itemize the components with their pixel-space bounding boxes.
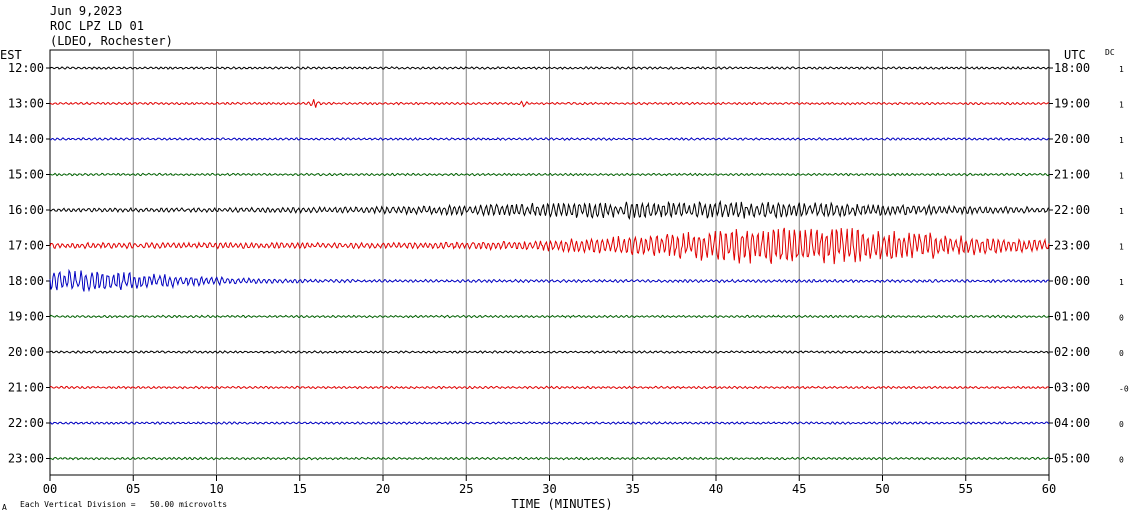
utc-hour-label: 18:00	[1054, 61, 1090, 75]
x-tick-label: 45	[792, 482, 806, 496]
utc-hour-label: 04:00	[1054, 416, 1090, 430]
est-hour-label: 18:00	[8, 274, 44, 288]
dc-value: 1	[1119, 101, 1124, 110]
x-tick-label: 20	[376, 482, 390, 496]
est-hour-label: 12:00	[8, 61, 44, 75]
dc-label: DC	[1105, 48, 1115, 57]
dc-value: 0	[1119, 349, 1124, 358]
est-axis-label: EST	[0, 48, 22, 62]
est-hour-label: 15:00	[8, 168, 44, 182]
utc-hour-label: 00:00	[1054, 274, 1090, 288]
x-tick-label: 15	[293, 482, 307, 496]
utc-hour-label: 20:00	[1054, 132, 1090, 146]
est-hour-label: 20:00	[8, 345, 44, 359]
x-tick-label: 55	[959, 482, 973, 496]
utc-hour-label: 05:00	[1054, 452, 1090, 466]
x-tick-label: 25	[459, 482, 473, 496]
utc-axis-label: UTC	[1064, 48, 1086, 62]
x-axis-title: TIME (MINUTES)	[511, 497, 612, 511]
dc-value: 1	[1119, 136, 1124, 145]
seismic-trace	[49, 456, 1050, 461]
est-hour-label: 23:00	[8, 452, 44, 466]
seismic-trace	[49, 350, 1050, 354]
dc-value: 1	[1119, 172, 1124, 181]
footer-scale-note: Each Vertical Division = 50.00 microvolt…	[20, 500, 228, 509]
utc-hour-label: 21:00	[1054, 168, 1090, 182]
seismic-trace	[49, 199, 1050, 220]
seismic-trace	[49, 227, 1050, 265]
seismic-trace	[49, 99, 1050, 108]
grid	[46, 49, 1053, 481]
header-station: ROC LPZ LD 01	[50, 19, 144, 33]
utc-hour-label: 23:00	[1054, 239, 1090, 253]
x-tick-label: 60	[1042, 482, 1056, 496]
x-tick-label: 10	[209, 482, 223, 496]
est-hour-label: 22:00	[8, 416, 44, 430]
dc-value: 0	[1119, 420, 1124, 429]
dc-value: 0	[1119, 314, 1124, 323]
seismic-trace	[49, 66, 1050, 70]
est-hour-label: 13:00	[8, 97, 44, 111]
header-network: (LDEO, Rochester)	[50, 34, 173, 48]
est-hour-label: 19:00	[8, 310, 44, 324]
dc-value: 0	[1119, 456, 1124, 465]
dc-value: 1	[1119, 65, 1124, 74]
dc-value: 1	[1119, 278, 1124, 287]
dc-value: 1	[1119, 243, 1124, 252]
utc-hour-label: 01:00	[1054, 310, 1090, 324]
x-tick-label: 00	[43, 482, 57, 496]
dc-value: 1	[1119, 207, 1124, 216]
est-hour-label: 17:00	[8, 239, 44, 253]
x-tick-label: 50	[875, 482, 889, 496]
est-hour-label: 16:00	[8, 203, 44, 217]
dc-value: -0	[1119, 385, 1129, 394]
utc-hour-label: 03:00	[1054, 381, 1090, 395]
footer-mark: A	[2, 503, 7, 512]
seismic-trace	[49, 172, 1050, 177]
utc-hour-label: 22:00	[1054, 203, 1090, 217]
seismic-trace	[49, 421, 1050, 425]
seismic-trace	[49, 314, 1050, 319]
utc-hour-label: 02:00	[1054, 345, 1090, 359]
x-tick-label: 30	[542, 482, 556, 496]
est-hour-label: 21:00	[8, 381, 44, 395]
x-tick-label: 35	[626, 482, 640, 496]
traces	[49, 66, 1050, 461]
header-date: Jun 9,2023	[50, 4, 123, 18]
est-hour-label: 14:00	[8, 132, 44, 146]
seismic-trace	[49, 385, 1050, 390]
x-tick-label: 05	[126, 482, 140, 496]
utc-hour-label: 19:00	[1054, 97, 1090, 111]
seismic-trace	[50, 137, 1050, 141]
seismic-trace	[49, 268, 1049, 293]
x-tick-label: 40	[709, 482, 723, 496]
